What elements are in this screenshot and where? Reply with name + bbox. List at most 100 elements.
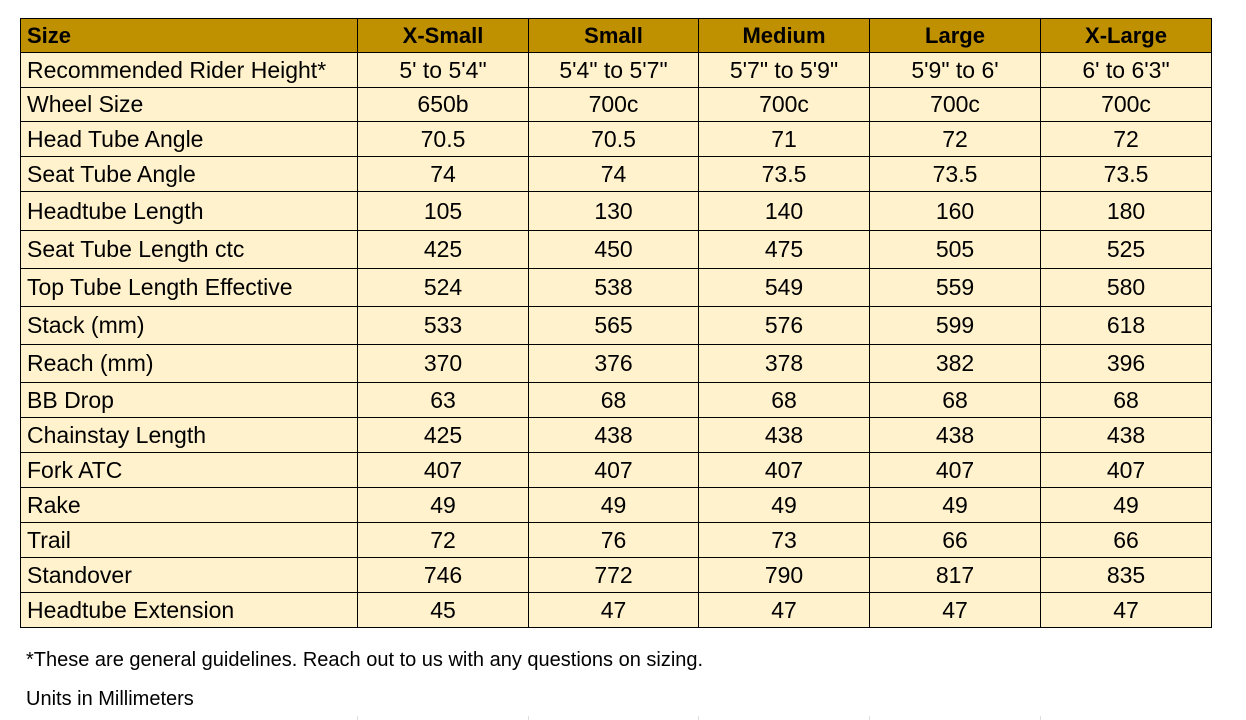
cell-value: 140 [698, 191, 870, 231]
cell-value: 73 [698, 522, 870, 558]
cell-value: 49 [698, 487, 870, 523]
cell-value: 47 [1040, 592, 1212, 628]
cell-value: 438 [869, 417, 1041, 453]
cell-value: 559 [869, 268, 1041, 307]
table-row: Fork ATC 407 407 407 407 407 [20, 452, 1212, 488]
cell-value: 746 [357, 557, 529, 593]
table-row: BB Drop 63 68 68 68 68 [20, 382, 1212, 418]
cell-value: 524 [357, 268, 529, 307]
cell-value: 72 [357, 522, 529, 558]
cell-value: 370 [357, 344, 529, 383]
cell-value: 407 [1040, 452, 1212, 488]
table-row: Recommended Rider Height* 5' to 5'4" 5'4" … [20, 52, 1212, 88]
cell-value: 396 [1040, 344, 1212, 383]
cell-value: 72 [869, 121, 1041, 157]
cell-value: 68 [869, 382, 1041, 418]
table-row: Trail 72 76 73 66 66 [20, 522, 1212, 558]
table-row: Reach (mm) 370 376 378 382 396 [20, 344, 1212, 383]
row-label: Seat Tube Length ctc [20, 230, 358, 269]
cell-value: 5'4" to 5'7" [528, 52, 699, 88]
cell-value: 650b [357, 87, 529, 122]
cell-value: 565 [528, 306, 699, 345]
cell-value: 70.5 [357, 121, 529, 157]
table-row: Seat Tube Length ctc 425 450 475 505 525 [20, 230, 1212, 269]
table-row: Wheel Size 650b 700c 700c 700c 700c [20, 87, 1212, 122]
row-label: Wheel Size [20, 87, 358, 122]
cell-value: 700c [1040, 87, 1212, 122]
row-label: Standover [20, 557, 358, 593]
cell-value: 49 [357, 487, 529, 523]
cell-value: 49 [1040, 487, 1212, 523]
cell-value: 63 [357, 382, 529, 418]
row-label: Seat Tube Angle [20, 156, 358, 192]
cell-value: 47 [528, 592, 699, 628]
cell-value: 700c [698, 87, 870, 122]
cell-value: 72 [1040, 121, 1212, 157]
header-label: Size [20, 18, 358, 53]
cell-value: 700c [869, 87, 1041, 122]
table-row: Rake 49 49 49 49 49 [20, 487, 1212, 523]
table-row: Seat Tube Angle 74 74 73.5 73.5 73.5 [20, 156, 1212, 192]
cell-value: 538 [528, 268, 699, 307]
header-size: Small [528, 18, 699, 53]
cell-value: 817 [869, 557, 1041, 593]
table-row: Headtube Length 105 130 140 160 180 [20, 191, 1212, 231]
cell-value: 160 [869, 191, 1041, 231]
row-label: Chainstay Length [20, 417, 358, 453]
cell-value: 790 [698, 557, 870, 593]
cell-value: 425 [357, 417, 529, 453]
cell-value: 618 [1040, 306, 1212, 345]
header-size: X-Large [1040, 18, 1212, 53]
cell-value: 580 [1040, 268, 1212, 307]
cell-value: 450 [528, 230, 699, 269]
header-size: X-Small [357, 18, 529, 53]
cell-value: 438 [528, 417, 699, 453]
row-label: Reach (mm) [20, 344, 358, 383]
cell-value: 772 [528, 557, 699, 593]
cell-value: 47 [698, 592, 870, 628]
cell-value: 45 [357, 592, 529, 628]
cell-value: 74 [357, 156, 529, 192]
table-row: Chainstay Length 425 438 438 438 438 [20, 417, 1212, 453]
cell-value: 5'7" to 5'9" [698, 52, 870, 88]
cell-value: 180 [1040, 191, 1212, 231]
cell-value: 376 [528, 344, 699, 383]
row-label: Fork ATC [20, 452, 358, 488]
cell-value: 576 [698, 306, 870, 345]
cell-value: 66 [869, 522, 1041, 558]
cell-value: 76 [528, 522, 699, 558]
cell-value: 73.5 [869, 156, 1041, 192]
cell-value: 525 [1040, 230, 1212, 269]
cell-value: 700c [528, 87, 699, 122]
cell-value: 74 [528, 156, 699, 192]
footnote: *These are general guidelines. Reach out… [26, 649, 704, 671]
header-size: Large [869, 18, 1041, 53]
cell-value: 68 [528, 382, 699, 418]
row-label: Headtube Length [20, 191, 358, 231]
cell-value: 47 [869, 592, 1041, 628]
table-row: Stack (mm) 533 565 576 599 618 [20, 306, 1212, 345]
cell-value: 105 [357, 191, 529, 231]
cell-value: 407 [528, 452, 699, 488]
cell-value: 378 [698, 344, 870, 383]
cell-value: 438 [698, 417, 870, 453]
cell-value: 438 [1040, 417, 1212, 453]
cell-value: 5'9" to 6' [869, 52, 1041, 88]
header-row: Size X-Small Small Medium Large X-Large [20, 18, 1212, 53]
units-note: Units in Millimeters [26, 688, 194, 710]
cell-value: 475 [698, 230, 870, 269]
cell-value: 407 [869, 452, 1041, 488]
cell-value: 549 [698, 268, 870, 307]
cell-value: 68 [1040, 382, 1212, 418]
cell-value: 835 [1040, 557, 1212, 593]
cell-value: 533 [357, 306, 529, 345]
cell-value: 49 [528, 487, 699, 523]
size-chart-table: Size X-Small Small Medium Large X-Large Recom… [20, 18, 1212, 628]
row-label: Trail [20, 522, 358, 558]
cell-value: 73.5 [698, 156, 870, 192]
cell-value: 382 [869, 344, 1041, 383]
table-row: Standover 746 772 790 817 835 [20, 557, 1212, 593]
cell-value: 6' to 6'3" [1040, 52, 1212, 88]
row-label: Recommended Rider Height* [20, 52, 358, 88]
cell-value: 66 [1040, 522, 1212, 558]
